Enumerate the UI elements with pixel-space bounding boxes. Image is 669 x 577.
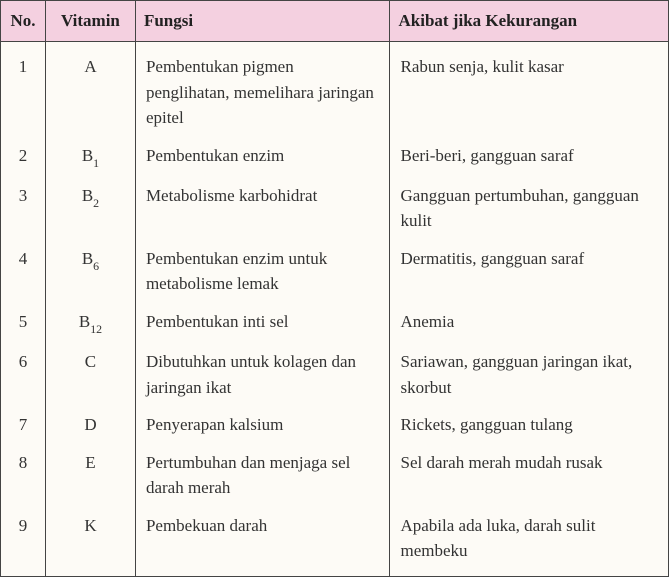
table-row: 7 D Penyerapan kalsiumRickets, gangguan tu… xyxy=(1,406,669,444)
cell-no: 2 xyxy=(1,137,46,177)
cell-vitamin: B1 xyxy=(45,137,135,177)
vitamin-subscript: 6 xyxy=(93,259,99,273)
cell-fungsi: Pembentukan inti sel xyxy=(135,303,390,343)
table-row: 1 A Pembentukan pigmen penglihatan, memeli… xyxy=(1,42,669,137)
cell-defisiensi: Rickets, gangguan tulang xyxy=(390,406,669,444)
header-row: No. Vitamin Fungsi Akibat jika Kekuranga… xyxy=(1,1,669,42)
cell-fungsi: Pembentukan enzim xyxy=(135,137,390,177)
cell-vitamin: D xyxy=(45,406,135,444)
cell-vitamin: E xyxy=(45,444,135,507)
cell-no: 9 xyxy=(1,507,46,577)
cell-defisiensi: Sariawan, gangguan jaringan ikat, skorbu… xyxy=(390,343,669,406)
header-vitamin: Vitamin xyxy=(45,1,135,42)
cell-vitamin: C xyxy=(45,343,135,406)
cell-fungsi: Penyerapan kalsium xyxy=(135,406,390,444)
cell-no: 4 xyxy=(1,240,46,303)
vitamin-main: B xyxy=(79,312,90,331)
cell-defisiensi: Anemia xyxy=(390,303,669,343)
cell-fungsi: Metabolisme karbohidrat xyxy=(135,177,390,240)
table-body: 1 A Pembentukan pigmen penglihatan, memeli… xyxy=(1,42,669,577)
cell-defisiensi: Apabila ada luka, darah sulit membeku xyxy=(390,507,669,577)
header-fungsi: Fungsi xyxy=(135,1,390,42)
table-row: 3B2Metabolisme karbohidratGangguan pertu… xyxy=(1,177,669,240)
vitamin-main: B xyxy=(82,146,93,165)
header-no: No. xyxy=(1,1,46,42)
cell-defisiensi: Dermatitis, gangguan saraf xyxy=(390,240,669,303)
vitamin-main: B xyxy=(82,249,93,268)
cell-no: 7 xyxy=(1,406,46,444)
vitamin-subscript: 1 xyxy=(93,156,99,170)
cell-vitamin: B6 xyxy=(45,240,135,303)
cell-fungsi: Pembentukan pigmen penglihatan, memeliha… xyxy=(135,42,390,137)
vitamin-table: No. Vitamin Fungsi Akibat jika Kekuranga… xyxy=(0,0,669,577)
table-row: 4B6Pembentukan enzim untuk metabolisme l… xyxy=(1,240,669,303)
vitamin-main: A xyxy=(84,57,96,76)
cell-vitamin: B12 xyxy=(45,303,135,343)
header-defisiensi: Akibat jika Kekurangan xyxy=(390,1,669,42)
cell-defisiensi: Rabun senja, kulit kasar xyxy=(390,42,669,137)
vitamin-subscript: 12 xyxy=(90,322,102,336)
vitamin-main: C xyxy=(85,352,96,371)
vitamin-main: K xyxy=(84,516,96,535)
table-row: 9 K Pembekuan darahApabila ada luka, darah… xyxy=(1,507,669,577)
cell-vitamin: K xyxy=(45,507,135,577)
table-row: 2B1Pembentukan enzimBeri-beri, gangguan … xyxy=(1,137,669,177)
cell-defisiensi: Gangguan pertumbuhan, gangguan kulit xyxy=(390,177,669,240)
table-row: 8 E Pertumbuhan dan menjaga sel darah mera… xyxy=(1,444,669,507)
table-row: 6 C Dibutuhkan untuk kolagen dan jaringan … xyxy=(1,343,669,406)
cell-no: 1 xyxy=(1,42,46,137)
cell-no: 3 xyxy=(1,177,46,240)
cell-fungsi: Dibutuhkan untuk kolagen dan jaringan ik… xyxy=(135,343,390,406)
vitamin-main: D xyxy=(84,415,96,434)
cell-no: 8 xyxy=(1,444,46,507)
vitamin-subscript: 2 xyxy=(93,196,99,210)
cell-vitamin: A xyxy=(45,42,135,137)
cell-no: 5 xyxy=(1,303,46,343)
cell-vitamin: B2 xyxy=(45,177,135,240)
cell-defisiensi: Beri-beri, gangguan saraf xyxy=(390,137,669,177)
cell-fungsi: Pertumbuhan dan menjaga sel darah merah xyxy=(135,444,390,507)
cell-defisiensi: Sel darah merah mudah rusak xyxy=(390,444,669,507)
cell-no: 6 xyxy=(1,343,46,406)
cell-fungsi: Pembentukan enzim untuk metabolisme lema… xyxy=(135,240,390,303)
cell-fungsi: Pembekuan darah xyxy=(135,507,390,577)
vitamin-main: E xyxy=(85,453,95,472)
table-row: 5B12Pembentukan inti selAnemia xyxy=(1,303,669,343)
vitamin-main: B xyxy=(82,186,93,205)
